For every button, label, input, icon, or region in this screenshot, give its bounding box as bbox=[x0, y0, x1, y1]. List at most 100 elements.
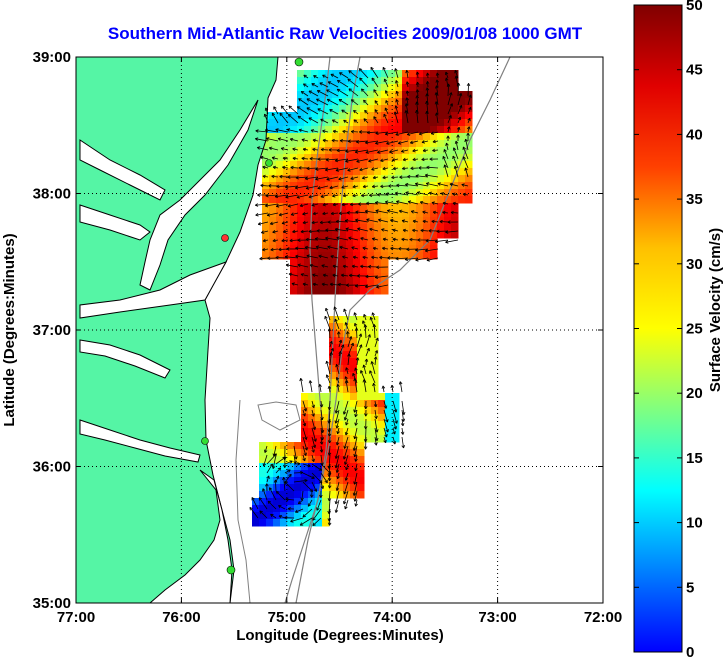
velocity-vector bbox=[468, 106, 472, 110]
velocity-vector bbox=[255, 130, 259, 133]
speed-cell bbox=[294, 463, 302, 471]
velocity-vector bbox=[255, 203, 258, 206]
velocity-vector bbox=[457, 83, 460, 97]
velocity-vector bbox=[350, 176, 354, 180]
velocity-vector bbox=[295, 187, 299, 190]
speed-cell bbox=[332, 259, 340, 267]
speed-cell bbox=[336, 477, 344, 485]
velocity-vector bbox=[363, 364, 367, 375]
velocity-vector bbox=[321, 449, 324, 453]
velocity-vector bbox=[291, 283, 299, 286]
velocity-vector bbox=[327, 221, 331, 224]
speed-cell bbox=[273, 519, 281, 527]
speed-cell bbox=[339, 252, 347, 260]
velocity-vector bbox=[375, 403, 378, 408]
velocity-vector bbox=[374, 337, 379, 348]
speed-cell bbox=[269, 119, 277, 127]
velocity-vector bbox=[331, 351, 333, 356]
velocity-vector bbox=[426, 260, 430, 262]
velocity-vector bbox=[375, 210, 379, 213]
velocity-vector bbox=[257, 193, 261, 196]
speed-cell bbox=[392, 400, 400, 408]
velocity-vector bbox=[402, 431, 405, 435]
speed-cell bbox=[252, 498, 260, 506]
speed-cell bbox=[311, 168, 319, 176]
velocity-vector bbox=[342, 265, 349, 268]
speed-cell bbox=[287, 470, 295, 478]
velocity-vector bbox=[348, 353, 351, 357]
velocity-vector bbox=[295, 247, 299, 251]
speed-cell bbox=[290, 189, 298, 197]
velocity-vector bbox=[347, 336, 352, 348]
speed-cell bbox=[294, 484, 302, 492]
velocity-vector bbox=[419, 201, 423, 205]
velocity-vector bbox=[287, 175, 291, 178]
velocity-vector bbox=[352, 255, 357, 258]
velocity-vector bbox=[402, 157, 406, 161]
velocity-vector bbox=[275, 194, 289, 198]
velocity-vector bbox=[400, 423, 404, 427]
velocity-vector bbox=[405, 90, 408, 94]
velocity-vector bbox=[272, 231, 276, 234]
velocity-vector bbox=[447, 92, 452, 106]
speed-cell bbox=[444, 147, 452, 155]
velocity-vector bbox=[382, 247, 389, 250]
speed-cell bbox=[416, 105, 424, 113]
velocity-vector bbox=[359, 167, 363, 171]
velocity-vector bbox=[375, 140, 389, 144]
speed-cell bbox=[395, 210, 403, 218]
velocity-vector bbox=[385, 201, 399, 205]
velocity-vector bbox=[305, 188, 310, 190]
velocity-vector bbox=[359, 169, 363, 172]
river-estuary bbox=[79, 139, 166, 201]
velocity-vector bbox=[332, 119, 339, 124]
speed-cell bbox=[276, 252, 284, 260]
velocity-vector bbox=[328, 490, 331, 501]
velocity-vector bbox=[278, 138, 289, 142]
velocity-vector bbox=[369, 370, 373, 373]
velocity-vector bbox=[374, 100, 378, 103]
velocity-vector bbox=[376, 285, 379, 288]
speed-cell bbox=[423, 112, 431, 120]
speed-cell bbox=[325, 140, 333, 148]
velocity-vector bbox=[416, 109, 419, 113]
speed-cell bbox=[437, 119, 445, 127]
velocity-vector bbox=[351, 264, 356, 267]
speed-cell bbox=[297, 280, 305, 288]
velocity-vector bbox=[301, 157, 305, 161]
velocity-vector bbox=[334, 158, 338, 162]
speed-cell bbox=[367, 266, 375, 274]
velocity-vector bbox=[353, 409, 355, 413]
velocity-vector bbox=[266, 483, 269, 487]
speed-cell bbox=[259, 449, 267, 457]
velocity-vector bbox=[355, 151, 359, 154]
velocity-vector bbox=[346, 211, 350, 214]
velocity-vector bbox=[301, 138, 305, 140]
velocity-vector bbox=[355, 211, 359, 214]
speed-cell bbox=[392, 435, 400, 443]
speed-cell bbox=[339, 112, 347, 120]
speed-cell bbox=[346, 210, 354, 218]
velocity-vector bbox=[391, 385, 394, 393]
velocity-vector bbox=[338, 351, 341, 354]
velocity-vector bbox=[387, 419, 389, 423]
speed-cell bbox=[367, 77, 375, 85]
velocity-vector bbox=[334, 410, 337, 414]
velocity-vector bbox=[337, 284, 341, 287]
velocity-vector bbox=[371, 77, 379, 88]
speed-cell bbox=[304, 77, 312, 85]
speed-cell bbox=[409, 168, 417, 176]
speed-cell bbox=[381, 252, 389, 260]
velocity-vector bbox=[269, 147, 279, 151]
speed-cell bbox=[388, 161, 396, 169]
speed-cell bbox=[304, 189, 312, 197]
speed-cell bbox=[357, 442, 365, 450]
velocity-vector bbox=[335, 219, 340, 222]
velocity-vector bbox=[311, 83, 314, 87]
velocity-vector bbox=[334, 464, 337, 469]
speed-cell bbox=[444, 84, 452, 92]
speed-cell bbox=[304, 112, 312, 120]
speed-cell bbox=[409, 224, 417, 232]
speed-cell bbox=[360, 252, 368, 260]
velocity-vector bbox=[287, 507, 291, 510]
